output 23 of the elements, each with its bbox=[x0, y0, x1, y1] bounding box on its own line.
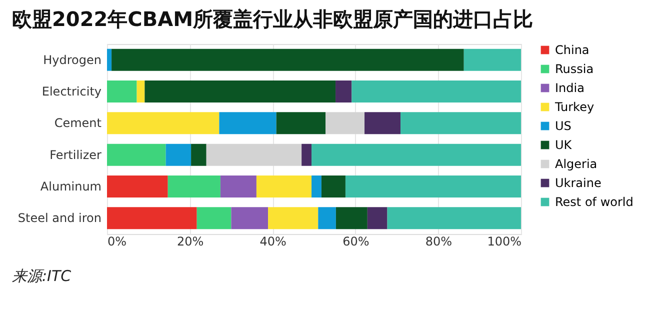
x-tick-label: 40% bbox=[260, 234, 286, 248]
y-tick-label: Hydrogen bbox=[43, 52, 102, 67]
legend-label: Algeria bbox=[555, 157, 598, 171]
y-tick-label: Aluminum bbox=[40, 180, 102, 194]
y-tick-label: Cement bbox=[54, 116, 102, 130]
legend-label: Rest of world bbox=[555, 195, 634, 209]
y-tick-label: Steel and iron bbox=[18, 211, 102, 226]
x-tick-label: 100% bbox=[487, 234, 522, 248]
legend-label: US bbox=[555, 119, 572, 133]
legend-label: China bbox=[555, 43, 590, 57]
x-tick-label: 20% bbox=[176, 234, 204, 248]
legend-label: India bbox=[555, 81, 584, 95]
x-tick-label: 60% bbox=[342, 234, 370, 248]
x-tick-label: 80% bbox=[425, 234, 452, 248]
y-tick-label: Fertilizer bbox=[50, 148, 102, 162]
legend-label: UK bbox=[555, 138, 573, 152]
y-tick-label: Electricity bbox=[42, 84, 102, 98]
x-tick-label: 0% bbox=[108, 234, 127, 248]
source-note: 来源:ITC bbox=[12, 267, 72, 285]
chart-title: 欧盟2022年CBAM所覆盖行业从非欧盟原产国的进口占比 bbox=[12, 7, 533, 31]
legend-label: Turkey bbox=[554, 100, 594, 114]
legend-label: Russia bbox=[555, 62, 594, 76]
legend-label: Ukraine bbox=[555, 176, 602, 190]
